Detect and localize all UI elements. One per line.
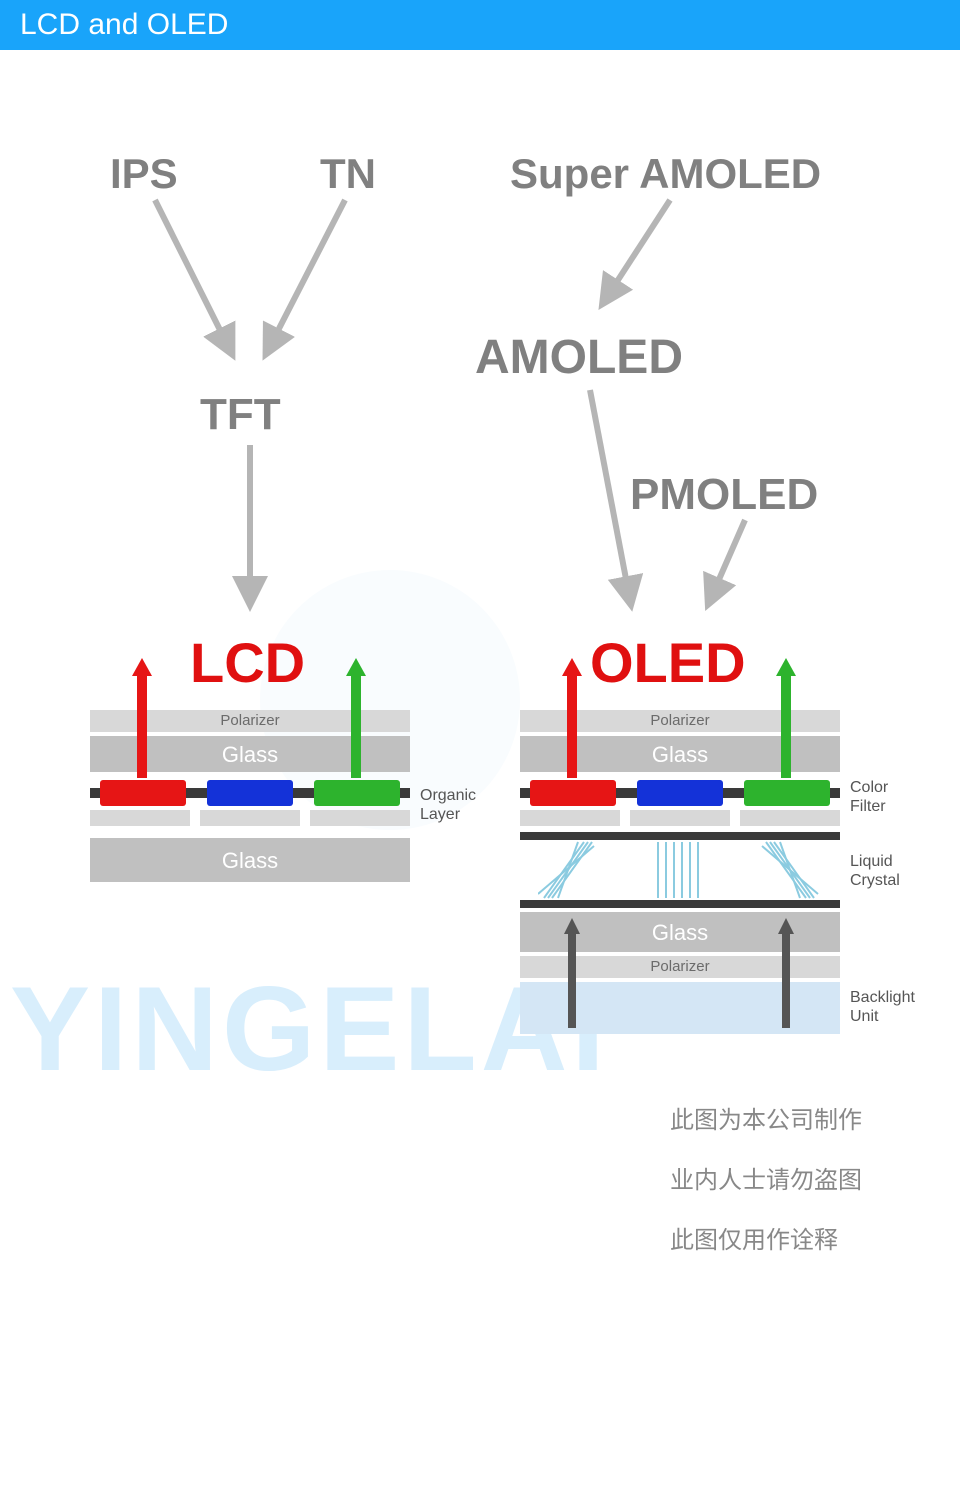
up-arrow-grey-2 bbox=[776, 918, 796, 1028]
layer-cf-1 bbox=[520, 810, 620, 826]
crystal-2 bbox=[652, 838, 708, 902]
rgb-green-right bbox=[744, 780, 830, 806]
node-tn: TN bbox=[320, 150, 376, 198]
side-organic-layer: Organic Layer bbox=[420, 786, 476, 824]
node-ips: IPS bbox=[110, 150, 178, 198]
node-samoled: Super AMOLED bbox=[510, 150, 821, 198]
footer-note-3: 此图仅用作诠释 bbox=[670, 1220, 838, 1255]
node-pmoled: PMOLED bbox=[630, 470, 818, 520]
node-oled: OLED bbox=[590, 630, 746, 695]
footer-note-1: 此图为本公司制作 bbox=[670, 1100, 862, 1135]
layer-cf-2 bbox=[630, 810, 730, 826]
side-liquid-crystal: Liquid Crystal bbox=[850, 852, 900, 890]
strip-bot-lc bbox=[520, 900, 840, 908]
page-title: LCD and OLED bbox=[20, 8, 228, 42]
layer-glass-bottom-left: Glass bbox=[90, 838, 410, 882]
footer-note-2: 业内人士请勿盗图 bbox=[670, 1160, 862, 1195]
node-lcd: LCD bbox=[190, 630, 305, 695]
rgb-green-left bbox=[314, 780, 400, 806]
up-arrow-red-right bbox=[560, 658, 584, 778]
crystal-3 bbox=[760, 838, 820, 902]
header-bar: LCD and OLED bbox=[0, 0, 960, 50]
side-backlight: Backlight Unit bbox=[850, 988, 915, 1026]
diagram-canvas: YINGELAI IPS TN Super AMOLED TFT AMOLED … bbox=[0, 50, 960, 1500]
up-arrow-grey-1 bbox=[562, 918, 582, 1028]
layer-organic-1 bbox=[90, 810, 190, 826]
layer-organic-2 bbox=[200, 810, 300, 826]
up-arrow-green-left bbox=[344, 658, 368, 778]
up-arrow-green-right bbox=[774, 658, 798, 778]
rgb-blue-right bbox=[637, 780, 723, 806]
up-arrow-red-left bbox=[130, 658, 154, 778]
rgb-red-left bbox=[100, 780, 186, 806]
side-color-filter: Color Filter bbox=[850, 778, 888, 816]
rgb-red-right bbox=[530, 780, 616, 806]
layer-cf-3 bbox=[740, 810, 840, 826]
node-amoled: AMOLED bbox=[475, 330, 683, 385]
label-glass-bottom-left: Glass bbox=[90, 848, 410, 874]
layer-organic-3 bbox=[310, 810, 410, 826]
rgb-blue-left bbox=[207, 780, 293, 806]
node-tft: TFT bbox=[200, 390, 281, 440]
crystal-1 bbox=[538, 838, 598, 902]
cross-section-right: Polarizer Glass bbox=[520, 710, 840, 1040]
cross-section-left: Polarizer Glass Glass Organic Layer bbox=[90, 710, 410, 890]
